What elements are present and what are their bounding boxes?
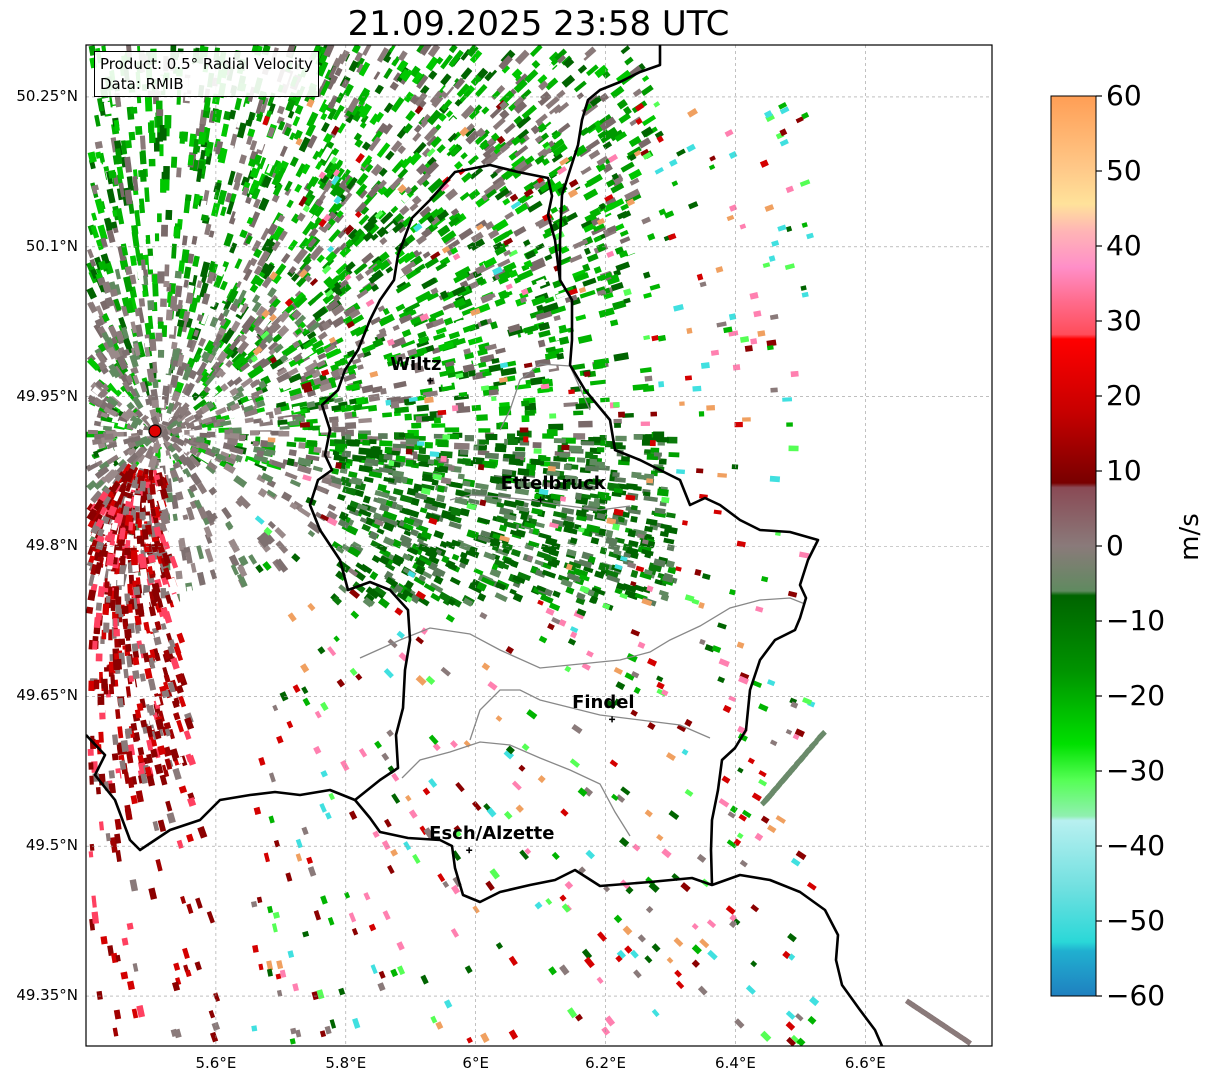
city-marker bbox=[427, 377, 434, 384]
lat-tick-label: 49.35°N bbox=[16, 986, 78, 1005]
lat-tick-label: 50.1°N bbox=[25, 236, 78, 255]
colorbar-tick-label: −30 bbox=[1106, 754, 1166, 787]
graticule bbox=[86, 45, 992, 1046]
colorbar-tick-label: 10 bbox=[1106, 454, 1142, 487]
colorbar bbox=[1050, 95, 1102, 997]
city-label: Findel bbox=[572, 692, 635, 714]
colorbar-tick-label: −10 bbox=[1106, 604, 1166, 637]
lon-tick-label: 6°E bbox=[462, 1054, 489, 1072]
admin-boundaries bbox=[359, 363, 806, 837]
lon-tick-label: 6.2°E bbox=[585, 1054, 626, 1072]
radar-echoes bbox=[86, 45, 972, 1046]
city-marker bbox=[537, 496, 544, 503]
map-frame bbox=[85, 44, 993, 1047]
map-title: 21.09.2025 23:58 UTC bbox=[347, 4, 730, 44]
germany-border-south bbox=[711, 873, 884, 1046]
france-border bbox=[86, 734, 356, 852]
product-info-box: Product: 0.5° Radial Velocity Data: RMIB bbox=[94, 51, 319, 97]
lat-tick-label: 49.5°N bbox=[25, 836, 78, 855]
lat-tick-label: 49.95°N bbox=[16, 386, 78, 405]
colorbar-tick-label: 40 bbox=[1106, 229, 1142, 262]
lon-tick-label: 5.8°E bbox=[325, 1054, 367, 1072]
colorbar-label: m/s bbox=[1174, 513, 1205, 561]
colorbar-tick-label: −50 bbox=[1106, 904, 1166, 937]
product-label: Product: 0.5° Radial Velocity bbox=[100, 55, 313, 73]
luxembourg-border bbox=[308, 163, 820, 904]
data-source-label: Data: RMIB bbox=[100, 75, 184, 93]
city-label: Esch/Alzette bbox=[429, 823, 555, 845]
colorbar-tick-label: 60 bbox=[1106, 79, 1142, 112]
colorbar-tick-label: 20 bbox=[1106, 379, 1142, 412]
colorbar-tick-label: 50 bbox=[1106, 154, 1142, 187]
germany-border bbox=[558, 45, 662, 280]
city-markers bbox=[427, 377, 616, 854]
lon-tick-label: 5.6°E bbox=[195, 1054, 237, 1072]
city-marker bbox=[466, 847, 473, 854]
country-borders bbox=[86, 45, 884, 1046]
city-marker bbox=[609, 716, 616, 723]
city-label: Wiltz bbox=[390, 353, 442, 375]
radar-site-marker[interactable] bbox=[148, 424, 162, 438]
lon-tick-label: 6.6°E bbox=[844, 1054, 886, 1072]
colorbar-tick-label: −40 bbox=[1106, 829, 1166, 862]
lon-tick-label: 6.4°E bbox=[715, 1054, 756, 1072]
lat-tick-label: 49.8°N bbox=[25, 536, 78, 555]
lat-tick-label: 50.25°N bbox=[16, 86, 78, 105]
colorbar-tick-label: −60 bbox=[1106, 979, 1166, 1012]
city-label: Ettelbruck bbox=[500, 472, 606, 494]
lat-tick-label: 49.65°N bbox=[16, 686, 78, 705]
colorbar-tick-label: 30 bbox=[1106, 304, 1142, 337]
colorbar-tick-label: −20 bbox=[1106, 679, 1166, 712]
colorbar-tick-label: 0 bbox=[1106, 529, 1124, 562]
